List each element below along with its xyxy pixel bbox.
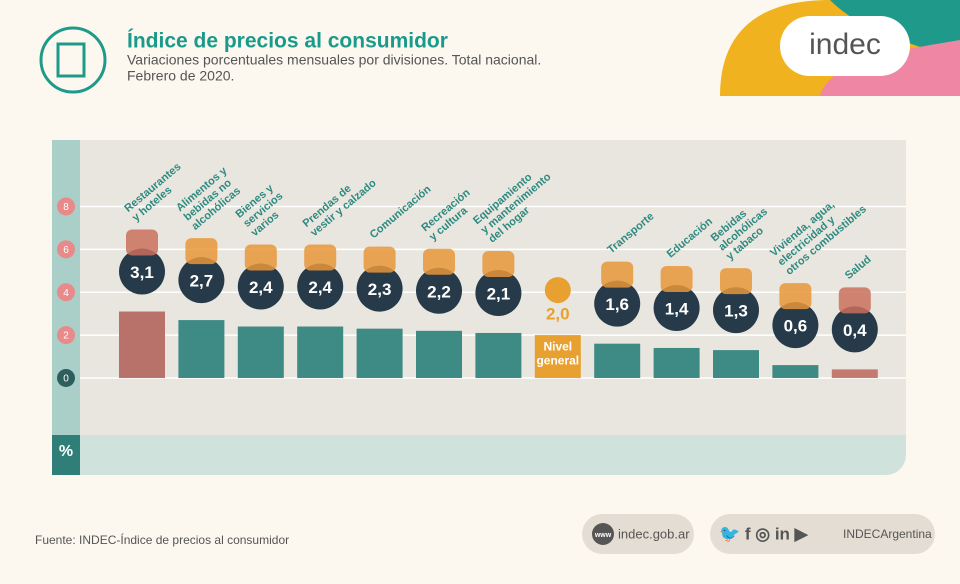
icon — [660, 265, 693, 292]
value-label: 2,4 — [249, 278, 273, 297]
value-badge — [297, 263, 344, 310]
subtitle: Febrero de 2020. — [127, 68, 234, 84]
subtitle: Variaciones porcentuales mensuales por d… — [127, 52, 541, 68]
value-badge — [653, 284, 700, 331]
bar — [297, 326, 344, 378]
category-label: Nivel — [543, 339, 572, 353]
bar — [475, 332, 522, 378]
social-pill — [710, 514, 935, 554]
icon — [39, 26, 107, 94]
icon — [185, 238, 218, 265]
icon — [126, 229, 158, 256]
icon — [423, 248, 455, 275]
social: INDECArgentina — [843, 527, 932, 541]
value-label: 3,1 — [130, 263, 154, 282]
logo-pill — [780, 16, 910, 76]
value-label: 2,7 — [190, 272, 214, 291]
bar — [772, 365, 819, 378]
value-label: 1,4 — [665, 299, 689, 318]
y-tick-label: 0 — [63, 374, 69, 385]
social-icons: 🐦 f ◎ in ▶ — [719, 524, 809, 543]
unit-label: % — [59, 443, 73, 460]
value-label: 2,3 — [368, 280, 392, 299]
source: Fuente: INDEC-Índice de precios al consu… — [35, 532, 289, 547]
value-badge — [416, 267, 462, 314]
site-pill — [582, 514, 694, 554]
icon — [779, 283, 812, 310]
unit-box — [52, 435, 80, 475]
value-label: 2,1 — [487, 284, 511, 303]
site: indec.gob.ar — [618, 526, 690, 541]
icon — [304, 244, 337, 271]
value-badge — [831, 306, 878, 353]
bar — [831, 369, 878, 378]
value-label: 0,4 — [843, 321, 867, 340]
value-label: 0,6 — [784, 317, 808, 336]
bar — [534, 335, 581, 378]
y-tick-badge — [57, 326, 75, 345]
value-badge — [475, 269, 522, 316]
icon — [838, 287, 871, 314]
y-tick-label: 4 — [63, 288, 69, 299]
icon — [244, 244, 277, 271]
www: www — [594, 532, 612, 539]
value-badge — [772, 302, 819, 349]
y-tick-label: 2 — [63, 331, 69, 342]
value-badge — [119, 248, 165, 295]
icon — [363, 246, 396, 273]
icon — [544, 277, 571, 304]
y-tick-label: 8 — [63, 202, 69, 213]
bar — [594, 343, 641, 378]
value-badge — [356, 265, 403, 312]
value-badge — [237, 263, 284, 310]
title: Índice de precios al consumidor — [127, 30, 448, 53]
value-label: 2,4 — [308, 278, 332, 297]
icon — [482, 250, 515, 277]
value-badge — [713, 287, 759, 334]
value-label: 1,6 — [605, 295, 629, 314]
icon — [720, 268, 752, 295]
value-label: 2,0 — [546, 305, 570, 324]
bar — [237, 326, 284, 378]
logo: indec — [809, 28, 881, 61]
bar — [178, 320, 225, 378]
y-tick-badge — [57, 240, 75, 259]
icon — [601, 261, 634, 288]
value-label: 1,3 — [724, 302, 748, 321]
unit-band — [52, 435, 906, 475]
bar — [119, 311, 165, 378]
icon — [56, 42, 86, 78]
bar — [416, 330, 462, 378]
category-label: general — [536, 353, 579, 367]
y-tick-label: 6 — [63, 245, 69, 256]
value-label: 2,2 — [427, 282, 451, 301]
www-icon — [592, 523, 614, 545]
y-tick-badge — [57, 283, 75, 302]
value-badge — [178, 257, 225, 304]
y-tick-badge — [57, 368, 75, 387]
bar — [713, 350, 759, 378]
y-tick-badge — [57, 197, 75, 216]
bar — [653, 347, 700, 378]
bar — [356, 328, 403, 378]
value-badge — [594, 280, 641, 327]
